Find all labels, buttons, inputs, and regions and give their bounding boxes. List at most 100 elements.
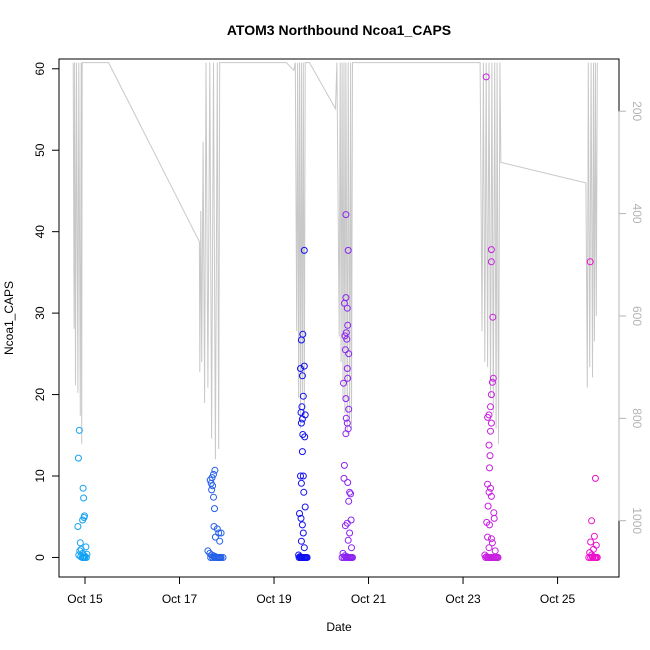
data-points [74, 73, 601, 561]
data-point [297, 537, 305, 545]
depth-line [72, 62, 598, 460]
y-tick-label: 50 [33, 143, 47, 157]
data-point [297, 365, 304, 372]
data-point [302, 554, 310, 561]
series-group [338, 211, 356, 561]
data-point [345, 350, 353, 358]
data-point [207, 479, 215, 487]
data-point [342, 395, 350, 403]
data-point [487, 419, 495, 427]
x-tick-label: Oct 15 [67, 592, 103, 606]
depth-profile [72, 62, 598, 460]
data-point [489, 374, 497, 382]
data-point [212, 554, 220, 561]
data-point [297, 514, 305, 522]
data-point [216, 537, 224, 545]
data-point [79, 484, 87, 492]
data-point [488, 539, 496, 547]
data-point [487, 535, 495, 543]
data-point [75, 426, 83, 434]
x-tick-label: Oct 25 [540, 592, 576, 606]
data-point [487, 391, 495, 399]
data-point [587, 538, 595, 546]
right-tick-label: 200 [630, 101, 644, 121]
data-point [487, 427, 494, 435]
data-point [588, 517, 596, 525]
series-group [481, 73, 502, 561]
axes: Oct 15 Oct 17 Oct 19 Oct 21 Oct 23 Oct 25 0 10 2… [33, 62, 644, 606]
data-point [206, 476, 214, 484]
data-point [348, 554, 355, 561]
data-point [593, 554, 601, 561]
series-group [585, 258, 601, 561]
data-point [484, 533, 492, 541]
data-point [211, 466, 219, 474]
data-point [346, 554, 354, 561]
data-point [301, 503, 309, 511]
data-point [347, 516, 355, 524]
data-point [216, 554, 224, 561]
data-point [296, 510, 303, 517]
data-point [82, 554, 90, 561]
data-point [301, 433, 309, 441]
data-point [342, 329, 350, 337]
data-point [297, 479, 305, 487]
x-tick-label: Oct 21 [351, 592, 387, 606]
right-tick-label: 400 [630, 204, 644, 224]
data-point [297, 336, 305, 344]
data-point [340, 461, 348, 469]
y-tick-label: 10 [33, 469, 47, 483]
data-point [493, 554, 501, 561]
data-point [342, 430, 350, 438]
right-tick-label: 800 [630, 408, 644, 428]
data-point [488, 378, 496, 386]
data-point [74, 454, 82, 462]
data-point [340, 379, 347, 387]
data-point [344, 321, 352, 329]
data-point [487, 492, 495, 500]
data-point [484, 413, 492, 421]
data-point [491, 554, 499, 561]
data-point [344, 554, 352, 561]
data-point [485, 441, 493, 449]
y-axis-label: Ncoa1_CAPS [2, 281, 16, 355]
data-point [210, 470, 217, 478]
data-point [299, 529, 307, 537]
right-tick-label: 600 [630, 306, 644, 326]
data-point [300, 488, 308, 496]
data-point [487, 258, 495, 266]
data-point [343, 365, 351, 372]
data-point [210, 493, 217, 501]
data-point [343, 335, 351, 343]
data-point [208, 486, 216, 494]
data-point [83, 550, 91, 558]
data-point [491, 547, 499, 555]
data-point [486, 464, 493, 472]
x-tick-label: Oct 17 [162, 592, 198, 606]
data-point [341, 522, 349, 530]
data-point [484, 502, 492, 510]
data-point [347, 490, 355, 498]
data-point [81, 512, 88, 520]
data-point [300, 362, 308, 370]
data-point [342, 211, 350, 219]
data-point [485, 544, 493, 552]
data-point [298, 448, 306, 456]
data-point [346, 529, 354, 537]
data-point [486, 521, 493, 529]
data-point [348, 544, 355, 552]
data-point [586, 258, 594, 266]
data-point [489, 554, 497, 561]
data-point [345, 497, 353, 505]
data-point [299, 392, 307, 400]
y-tick-label: 30 [33, 306, 47, 320]
data-point [482, 73, 490, 81]
data-point [301, 411, 309, 419]
data-point [76, 539, 84, 547]
series-group [295, 246, 311, 561]
data-point [344, 246, 352, 254]
data-point [591, 474, 599, 482]
series-group [74, 426, 91, 561]
y-tick-label: 0 [33, 554, 47, 561]
